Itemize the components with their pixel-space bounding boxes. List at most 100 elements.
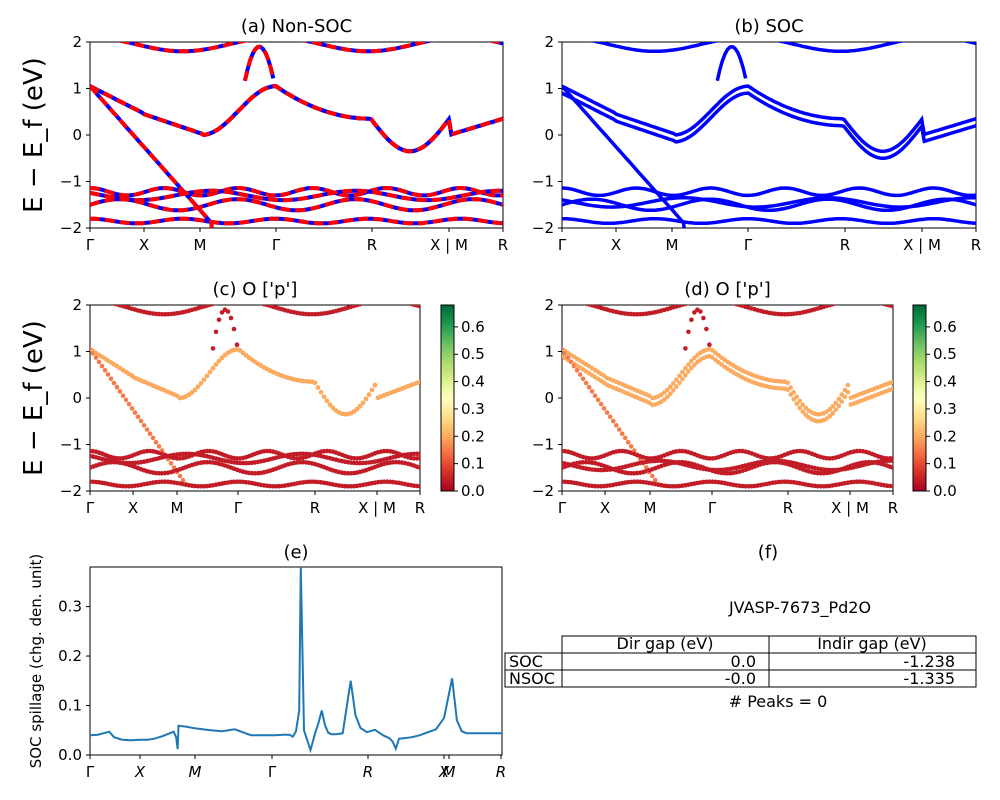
band-dot	[563, 298, 568, 303]
band-dot	[653, 477, 658, 483]
band-dot	[858, 298, 863, 303]
band-dot	[574, 368, 580, 373]
band-dot	[202, 512, 207, 517]
band-dot	[683, 305, 688, 307]
band-dot	[607, 414, 613, 420]
band-dot	[665, 394, 670, 400]
band-dot	[262, 512, 267, 517]
band-dot	[725, 300, 730, 305]
band-line	[116, 42, 503, 54]
band-dot	[749, 512, 754, 517]
band-dot	[725, 512, 730, 517]
band-dot	[144, 427, 150, 432]
band-dot	[791, 390, 796, 395]
y-axis-label: SOC spillage (chg. den. unit)	[27, 554, 45, 769]
colorbar-label: 0.0	[933, 482, 957, 500]
panel-title: (d) O ['p']	[684, 279, 770, 300]
band-line	[562, 216, 976, 226]
y-tick-label: 0.0	[58, 746, 82, 764]
x-tick-label: R	[783, 499, 793, 517]
band-dot	[890, 386, 893, 391]
x-tick-label: X | M	[903, 236, 941, 254]
colorbar-bar	[440, 304, 455, 492]
band-dot	[132, 410, 138, 415]
spillage-line	[89, 566, 502, 754]
x-tick-label: Γ	[234, 499, 243, 517]
band-dot	[357, 404, 363, 409]
band-dot	[698, 309, 703, 314]
band-dot	[324, 398, 330, 404]
band-dot	[106, 300, 111, 305]
band-dot	[171, 465, 177, 470]
band-dot	[97, 299, 102, 304]
band-dot	[190, 512, 195, 517]
band-dot	[213, 329, 219, 335]
colorbar-c: 0.6 0.5 0.4 0.3 0.2 0.1 0.0	[440, 304, 485, 500]
band-dot	[367, 300, 372, 305]
band-dot	[692, 310, 697, 315]
band-dot	[318, 390, 324, 395]
table-footer: # Peaks = 0	[729, 692, 828, 711]
x-tick-label: X	[438, 763, 450, 781]
panel-f: (f) JVASP-7673_Pd2O Dir gap (eV) Indir gap …	[504, 542, 977, 711]
colorbar-label: 0.6	[933, 318, 957, 336]
band-dot	[283, 512, 288, 517]
band-dot	[193, 512, 198, 517]
x-tick-label: X	[611, 236, 621, 254]
y-tick-label: 1	[72, 343, 82, 361]
band-dot	[716, 512, 721, 517]
band-dot	[406, 305, 410, 306]
band-line	[90, 84, 503, 154]
band-dot	[578, 300, 583, 305]
band-dot	[108, 376, 114, 382]
band-dot	[211, 512, 216, 517]
band-dot	[397, 299, 402, 304]
band-dot	[833, 407, 839, 413]
band-dot	[391, 298, 396, 303]
band-dot	[312, 380, 318, 386]
band-dot	[719, 512, 724, 517]
band-dot	[330, 405, 336, 411]
band-dot	[105, 372, 111, 377]
band-dot	[198, 381, 204, 386]
x-tick-label: X | M	[358, 499, 396, 517]
band-dot	[138, 418, 144, 424]
band-dot	[870, 299, 875, 304]
band-dot	[259, 512, 264, 517]
band-dot	[400, 512, 405, 517]
band-dot	[223, 512, 228, 517]
band-dot	[580, 376, 586, 382]
band-dot	[827, 413, 833, 419]
band-dot	[406, 512, 411, 517]
band-dot	[610, 418, 616, 424]
band-line	[562, 91, 976, 161]
band-dot	[589, 389, 595, 394]
table-column-header: Dir gap (eV)	[617, 634, 714, 653]
band-dot	[650, 473, 655, 479]
y-tick-label: 0	[544, 126, 554, 144]
band-dot	[764, 512, 769, 517]
band-dot	[244, 512, 249, 517]
colorbar-d: 0.6 0.5 0.4 0.3 0.2 0.1 0.0	[912, 304, 957, 500]
y-tick-label: −2	[60, 482, 82, 500]
band-lines-a	[90, 42, 503, 228]
band-dot	[397, 512, 402, 517]
band-dot	[701, 512, 706, 517]
band-dots-c	[90, 298, 420, 517]
band-dot	[592, 393, 598, 399]
band-dot	[845, 382, 851, 388]
band-dot	[788, 385, 793, 390]
band-dot	[830, 404, 836, 409]
band-dot	[168, 461, 174, 466]
band-dot	[354, 406, 360, 412]
y-tick-label: 2	[72, 296, 82, 314]
x-tick-label: R	[363, 763, 373, 781]
band-dot	[180, 477, 186, 483]
band-dot	[417, 465, 420, 471]
band-dot	[226, 512, 231, 517]
band-dot	[199, 512, 204, 517]
band-dot	[752, 512, 757, 517]
